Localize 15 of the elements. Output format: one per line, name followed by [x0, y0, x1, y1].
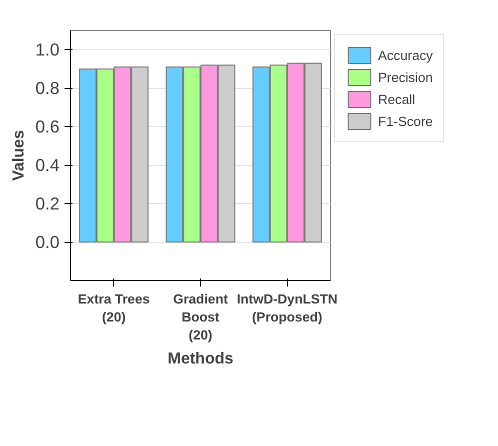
y-tick-label: 0.4	[35, 155, 60, 176]
legend-label: Recall	[378, 92, 416, 106]
y-axis-title: Values	[10, 130, 28, 181]
y-tick-label: 1.0	[35, 40, 60, 60]
y-tick-label: 0.0	[35, 232, 60, 252]
x-axis-title: Methods	[168, 350, 234, 368]
x-tick-label: IntwD-DynLSTN (Proposed)	[236, 292, 338, 324]
legend-label: Precision	[378, 70, 433, 84]
y-tick-label: 0.6	[35, 116, 60, 137]
y-tick-label: 0.2	[35, 194, 60, 214]
legend-label: F1-Score	[378, 114, 433, 128]
y-tick-label: 0.8	[35, 78, 60, 98]
x-tick-label: Gradient Boost (20)	[173, 292, 228, 342]
legend-label: Accuracy	[378, 48, 433, 62]
x-tick-label: Extra Trees (20)	[78, 292, 150, 324]
